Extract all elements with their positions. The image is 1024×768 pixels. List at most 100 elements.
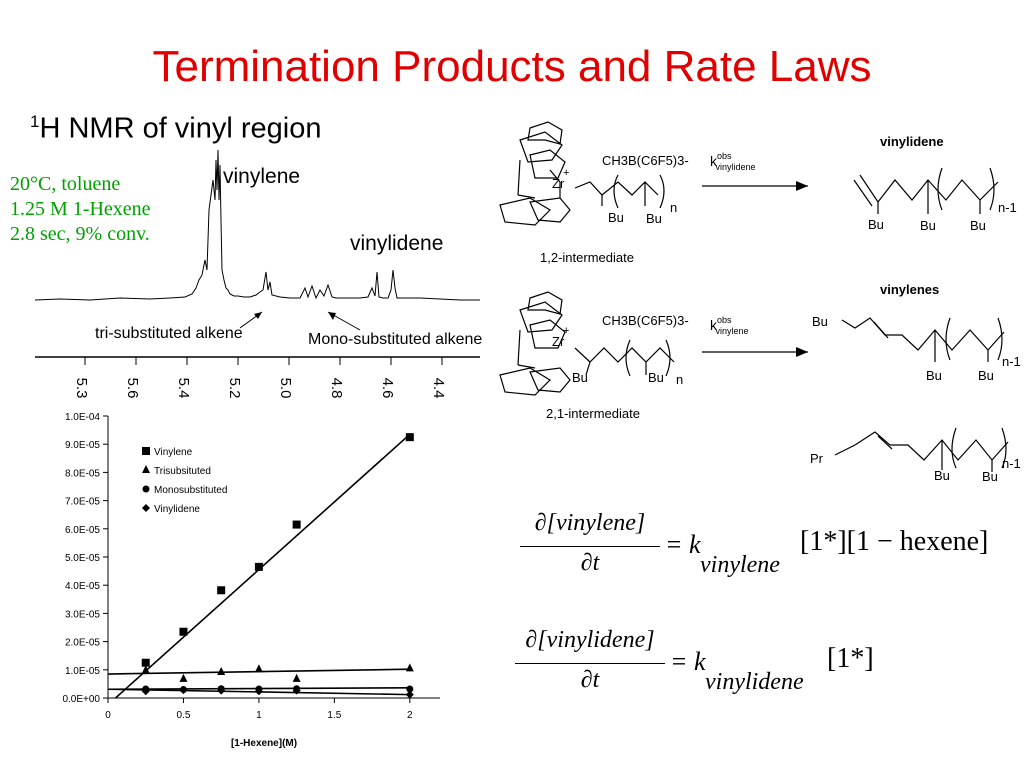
legend-label-vinylene: Vinylene <box>154 447 193 458</box>
eq1-k-sub: vinylene <box>700 552 780 578</box>
nmr-subtitle: 1H NMR of vinyl region <box>30 112 322 146</box>
n-label-1: n <box>670 200 677 215</box>
point-vinylene <box>141 658 150 667</box>
x-tick-label: 2 <box>407 710 413 721</box>
nmr-tick-label: 5.3 <box>73 378 90 399</box>
reagent-1: CH3B(C6F5)3- <box>602 153 689 168</box>
reaction-scheme: Zr + Bu Bu n CH3B(C6F5)3- kobs vinylidene… <box>499 121 1021 484</box>
zr-charge-2: + <box>563 325 569 337</box>
eq2-numerator: ∂[vinylidene] <box>525 627 655 653</box>
nmr-arrow-tri-head <box>254 312 262 319</box>
nmr-subtitle-text: H NMR of vinyl region <box>39 112 322 145</box>
rate-equation-1: ∂[vinylene] ∂t = k vinylene [1*][1 − hex… <box>520 508 1000 588</box>
eq2-k: = k <box>670 647 706 676</box>
point-vinylene <box>179 627 188 636</box>
nmr-tick-label: 5.4 <box>175 378 192 399</box>
legend-label-monosubstituted: Monosubstituted <box>154 485 227 496</box>
nmr-label-vinylidene: vinylidene <box>350 232 443 255</box>
y-tick-label: 2.0E-05 <box>65 638 100 649</box>
nmr-tick-label: 5.0 <box>277 378 294 399</box>
point-vinylidene <box>217 686 226 695</box>
legend-label-vinylidene: Vinylidene <box>154 504 200 515</box>
product-1-double-bond <box>853 179 873 207</box>
product-3-bracket-close <box>1001 427 1007 469</box>
point-vinylene <box>254 562 263 571</box>
point-trisubsituted <box>141 665 150 674</box>
x-axis-label: [1-Hexene](M) <box>231 738 297 749</box>
slide-title: Termination Products and Rate Laws <box>152 42 872 91</box>
n-label-2: n <box>676 372 683 387</box>
nmr-arrow-mono-head <box>328 312 336 320</box>
product-2-double-bond <box>873 321 889 339</box>
condition-time: 2.8 sec, 9% conv. <box>10 223 150 245</box>
product-title-1: vinylidene <box>880 134 944 149</box>
legend-marker-monosubstituted <box>142 485 150 493</box>
intermediate-label-1: 1,2-intermediate <box>540 250 634 265</box>
point-trisubsituted <box>217 667 226 676</box>
nmr-tick-label: 4.4 <box>430 378 447 399</box>
y-tick-label: 0.0E+00 <box>62 694 100 705</box>
nmr-spectrum: vinylene vinylidene tri-substituted alke… <box>34 149 482 399</box>
y-tick-label: 5.0E-05 <box>65 553 100 564</box>
eq2-terms: [1*] <box>827 643 874 674</box>
y-tick-label: 6.0E-05 <box>65 525 100 536</box>
x-tick-label: 1 <box>256 710 262 721</box>
nmr-tick-label: 4.8 <box>328 378 345 399</box>
nmr-tick-label: 4.6 <box>379 378 396 399</box>
catalyst-structure-1 <box>499 121 665 226</box>
y-tick-label: 1.0E-05 <box>65 666 100 677</box>
y-tick-label: 4.0E-05 <box>65 581 100 592</box>
eq1-fraction-bar <box>520 546 660 547</box>
condition-temp: 20°C, toluene <box>10 173 121 195</box>
rate-equation-2: ∂[vinylidene] ∂t = k vinylidene [1*] <box>515 625 995 705</box>
product-title-2: vinylenes <box>880 282 939 297</box>
product-structure-3 <box>834 431 1009 461</box>
product-3-double-bond <box>877 435 893 450</box>
pr-label-p3: Pr <box>810 451 824 466</box>
y-tick-label: 1.0E-04 <box>65 412 100 423</box>
zr-charge-1: + <box>563 167 569 179</box>
legend-marker-vinylene <box>142 447 150 455</box>
bu-label-p3b: Bu <box>982 469 998 484</box>
eq2-k-sub: vinylidene <box>705 669 804 695</box>
condition-hexene: 1.25 M 1-Hexene <box>10 198 151 220</box>
y-tick-label: 8.0E-05 <box>65 468 100 479</box>
product-1-bracket-open <box>937 167 943 211</box>
point-trisubsituted <box>405 663 414 672</box>
bu-label-1a: Bu <box>608 210 624 225</box>
bu-label-2b: Bu <box>648 370 664 385</box>
k-label-2: kobs vinylene <box>710 315 749 336</box>
eq1-numerator: ∂[vinylene] <box>534 510 646 536</box>
reaction-arrow-1-head <box>796 181 808 191</box>
n1-label-p3: n-1 <box>1002 456 1021 471</box>
bu-label-p2-chain: Bu <box>812 314 828 329</box>
catalyst-structure-2 <box>499 291 675 396</box>
bu-label-p1a: Bu <box>868 217 884 232</box>
point-vinylidene <box>292 686 301 695</box>
point-trisubsituted <box>254 664 263 673</box>
y-tick-label: 7.0E-05 <box>65 497 100 508</box>
product-2-bracket-open <box>945 317 951 361</box>
legend-marker-trisubsituted <box>142 465 150 473</box>
zr-label-1: Zr <box>552 176 565 191</box>
product-structure-1 <box>859 174 999 204</box>
bu-label-p1c: Bu <box>970 218 986 233</box>
point-vinylene <box>405 433 414 442</box>
nmr-label-trisubstituted: tri-substituted alkene <box>95 325 243 342</box>
nmr-trace <box>34 149 480 301</box>
eq2-denominator: ∂t <box>580 667 600 693</box>
nmr-tick-label: 5.6 <box>124 378 141 399</box>
legend-marker-vinylidene <box>142 504 150 512</box>
n1-label-p1: n-1 <box>998 200 1017 215</box>
n1-label-p2: n-1 <box>1002 354 1021 369</box>
point-vinylidene <box>141 687 150 696</box>
nmr-label-vinylene: vinylene <box>223 165 300 188</box>
k-label-1: kobs vinylidene <box>710 151 756 172</box>
eq1-denominator: ∂t <box>580 550 600 576</box>
x-tick-label: 0.5 <box>177 710 191 721</box>
y-tick-label: 9.0E-05 <box>65 440 100 451</box>
point-vinylidene <box>254 687 263 696</box>
bu-label-p2b: Bu <box>978 368 994 383</box>
bu-label-1b: Bu <box>646 211 662 226</box>
bu-label-p1b: Bu <box>920 218 936 233</box>
